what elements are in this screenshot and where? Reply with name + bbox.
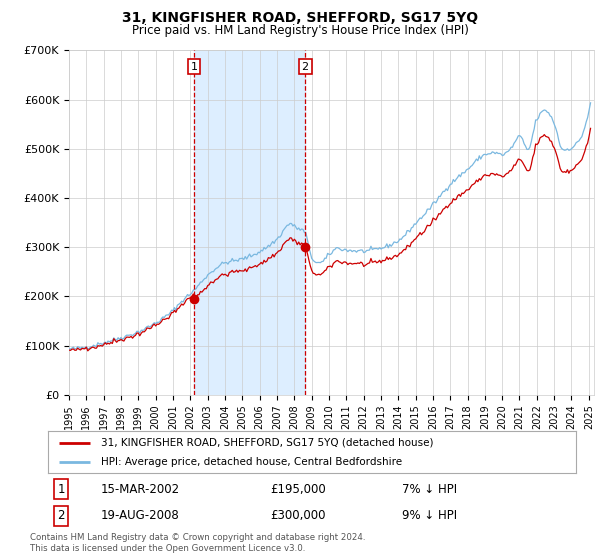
Text: 2: 2 — [302, 62, 309, 72]
Text: 2: 2 — [58, 510, 65, 522]
Text: 1: 1 — [190, 62, 197, 72]
Text: £195,000: £195,000 — [270, 483, 326, 496]
Text: £300,000: £300,000 — [270, 510, 325, 522]
Text: 1: 1 — [58, 483, 65, 496]
Text: Price paid vs. HM Land Registry's House Price Index (HPI): Price paid vs. HM Land Registry's House … — [131, 24, 469, 36]
Text: 19-AUG-2008: 19-AUG-2008 — [101, 510, 179, 522]
Text: HPI: Average price, detached house, Central Bedfordshire: HPI: Average price, detached house, Cent… — [101, 457, 402, 467]
Bar — [194, 50, 305, 395]
Text: 15-MAR-2002: 15-MAR-2002 — [101, 483, 180, 496]
Text: 9% ↓ HPI: 9% ↓ HPI — [402, 510, 457, 522]
Text: 7% ↓ HPI: 7% ↓ HPI — [402, 483, 457, 496]
Text: 31, KINGFISHER ROAD, SHEFFORD, SG17 5YQ (detached house): 31, KINGFISHER ROAD, SHEFFORD, SG17 5YQ … — [101, 437, 433, 447]
Text: 31, KINGFISHER ROAD, SHEFFORD, SG17 5YQ: 31, KINGFISHER ROAD, SHEFFORD, SG17 5YQ — [122, 11, 478, 25]
Text: Contains HM Land Registry data © Crown copyright and database right 2024.
This d: Contains HM Land Registry data © Crown c… — [30, 533, 365, 553]
